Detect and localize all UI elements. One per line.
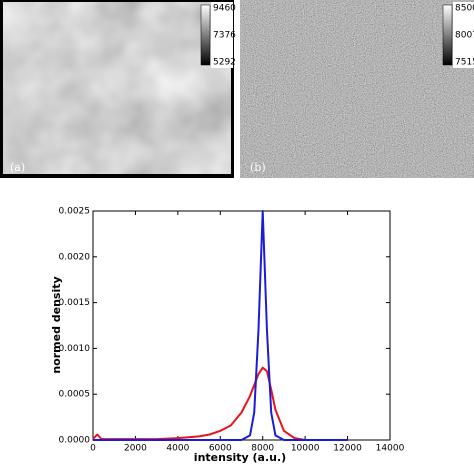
x-tick-label: 6000 — [209, 444, 232, 454]
y-tick-label: 0.0010 — [59, 344, 91, 354]
x-tick-label: 10000 — [291, 444, 320, 454]
colorbar-b — [442, 4, 453, 66]
x-axis-label: intensity (a.u.) — [194, 451, 286, 464]
x-tick-label: 8000 — [251, 444, 274, 454]
colorbar-a — [200, 4, 211, 66]
colorbar-a-labels-bg — [211, 2, 233, 68]
image-a — [3, 2, 231, 174]
colorbar-tick: 8500 — [455, 4, 474, 14]
panel-label: (a) — [10, 161, 25, 174]
colorbar-tick: 9460 — [213, 4, 236, 14]
x-tick-label: 4000 — [166, 444, 189, 454]
y-tick-label: 0.0025 — [59, 207, 91, 217]
colorbar-tick: 7376 — [213, 31, 236, 41]
x-tick-label: 12000 — [333, 444, 362, 454]
y-tick-label: 0.0000 — [59, 436, 91, 446]
x-tick-label: 0 — [90, 444, 96, 454]
image-b — [240, 0, 474, 178]
y-tick-label: 0.0015 — [59, 298, 91, 308]
panel-label: (b) — [250, 161, 266, 174]
colorbar-tick: 5292 — [213, 58, 236, 68]
y-tick-label: 0.0005 — [59, 390, 91, 400]
plot-frame — [92, 210, 391, 441]
colorbar-tick: 7515 — [455, 58, 474, 68]
x-tick-label: 2000 — [124, 444, 147, 454]
series-line — [93, 210, 348, 441]
y-tick-label: 0.0020 — [59, 252, 91, 262]
y-axis-label: normed density — [50, 276, 63, 373]
x-tick-label: 14000 — [376, 444, 405, 454]
colorbar-b-labels-bg — [453, 2, 474, 68]
